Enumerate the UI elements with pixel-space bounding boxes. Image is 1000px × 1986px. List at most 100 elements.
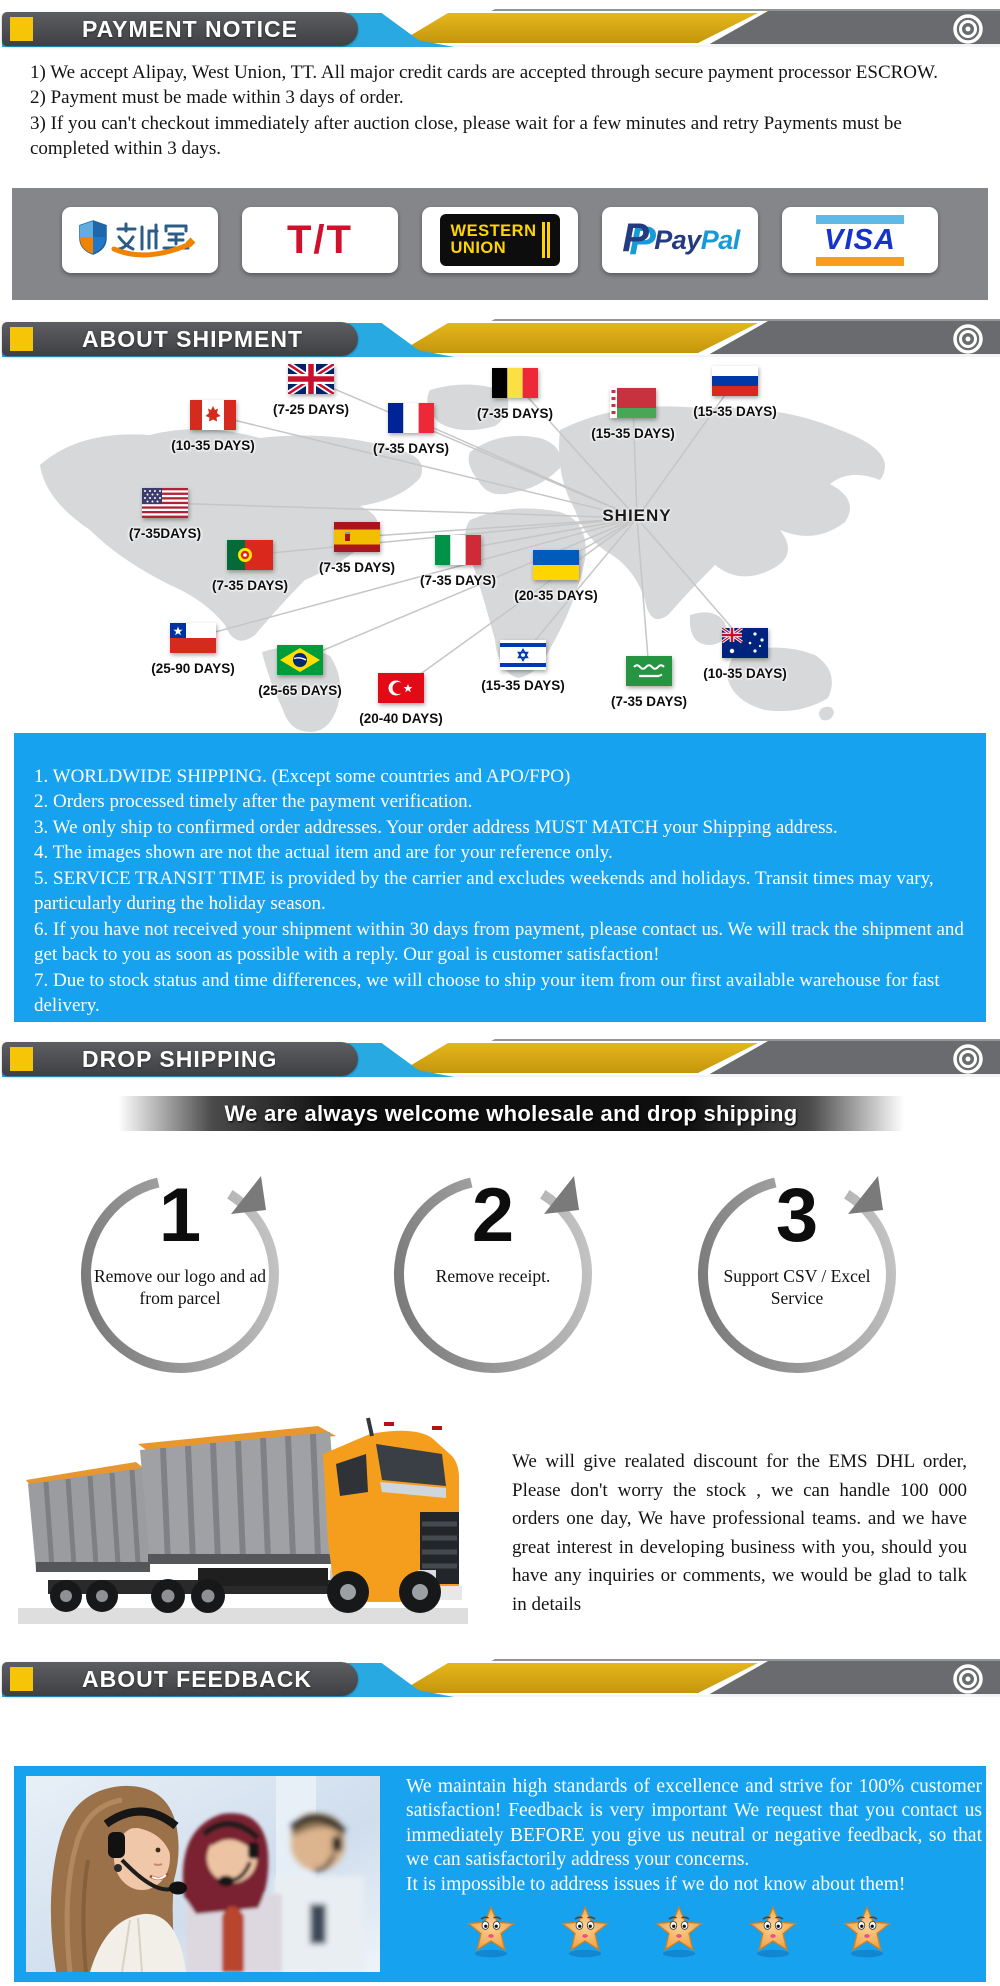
- shipping-days-label: (7-35 DAYS): [211, 578, 289, 593]
- visa-card: VISA: [782, 207, 938, 273]
- western-union-card: WESTERN UNION: [422, 207, 578, 273]
- destination-france: (7-35 DAYS): [355, 403, 467, 456]
- western-union-bars-icon: [541, 222, 550, 258]
- yellow-square-icon: [10, 327, 33, 351]
- about-feedback-header: ABOUT FEEDBACK: [0, 1654, 1000, 1702]
- flag-canada-icon: [190, 400, 236, 430]
- payment-note-line: 3) If you can't checkout immediately aft…: [30, 112, 902, 159]
- yellow-square-icon: [10, 1047, 33, 1071]
- western-union-logo: WESTERN UNION: [440, 214, 560, 266]
- feedback-box: We maintain high standards of excellence…: [14, 1766, 986, 1982]
- western-union-word2: UNION: [450, 239, 507, 257]
- circle-arrow-icon: [394, 1175, 592, 1373]
- yellow-square-icon: [10, 17, 33, 41]
- feedback-text: We maintain high standards of excellence…: [406, 1775, 982, 1897]
- flag-russia-icon: [712, 366, 758, 396]
- tt-card: T/T: [242, 207, 398, 273]
- section-title: ABOUT FEEDBACK: [82, 1666, 312, 1692]
- shipping-days-label: (20-35 DAYS): [514, 588, 598, 603]
- paypal-logo: P P PayPal: [620, 216, 740, 263]
- payment-methods-band: T/T WESTERN UNION P P PayPal: [12, 188, 988, 300]
- step-caption: Remove receipt.: [435, 1266, 551, 1286]
- step-number: 2: [471, 1173, 515, 1258]
- destination-belarus: (15-35 DAYS): [577, 388, 689, 441]
- shipping-days-label: (7-35 DAYS): [419, 573, 497, 588]
- shipping-lines: [164, 378, 746, 689]
- flag-france-icon: [388, 403, 434, 433]
- shipping-days-label: (7-35 DAYS): [610, 694, 688, 709]
- shipping-days-label: (15-35 DAYS): [591, 426, 675, 441]
- flag-ukraine-icon: [533, 550, 579, 580]
- policy-item: 6. If you have not received your shipmen…: [34, 918, 964, 966]
- policy-item: 2. Orders processed timely after the pay…: [34, 791, 473, 813]
- destination-saudi-arabia: (7-35 DAYS): [593, 656, 705, 709]
- flag-israel-icon: [500, 640, 546, 670]
- destination-brazil: (25-65 DAYS): [244, 645, 356, 698]
- step-caption: Remove our logo and ad from parcel: [93, 1266, 267, 1308]
- shipping-days-label: (7-25 DAYS): [272, 402, 350, 417]
- shipping-map: SHIENY (10-35 DAYS) (7-25 DAYS): [0, 360, 1000, 732]
- step-1: 1 Remove our logo and ad from parcel: [65, 1162, 295, 1380]
- destination-italy: (7-35 DAYS): [402, 535, 514, 588]
- destination-belgium: (7-35 DAYS): [459, 368, 571, 421]
- section-title: ABOUT SHIPMENT: [82, 326, 303, 352]
- customer-service-photo: [26, 1776, 380, 1972]
- policy-item: 5. SERVICE TRANSIT TIME is provided by t…: [34, 867, 934, 915]
- payment-note-line: 2) Payment must be made within 3 days of…: [30, 87, 404, 109]
- star-icon: [654, 1905, 704, 1958]
- section-title: DROP SHIPPING: [82, 1046, 278, 1072]
- policy-item: 7. Due to stock status and time differen…: [34, 969, 940, 1017]
- payment-notes: 1) We accept Alipay, West Union, TT. All…: [30, 60, 978, 161]
- star-icon: [560, 1905, 610, 1958]
- visa-top-bar: [816, 214, 904, 224]
- payment-notice-header: PAYMENT NOTICE: [0, 4, 1000, 52]
- visa-label: VISA: [824, 223, 896, 256]
- step-number: 3: [775, 1173, 819, 1258]
- feedback-last-line: It is impossible to address issues if we…: [406, 1873, 906, 1895]
- shipping-days-label: (7-35 DAYS): [318, 560, 396, 575]
- paypal-word-pay: Pay: [654, 224, 701, 255]
- destination-united-kingdom: (7-25 DAYS): [255, 361, 367, 417]
- gold-ribbon: [398, 13, 758, 43]
- drop-shipping-header: DROP SHIPPING: [0, 1034, 1000, 1082]
- destination-russia: (15-35 DAYS): [679, 366, 791, 419]
- flag-chile-icon: [170, 623, 216, 653]
- paypal-p-icon: P P: [622, 216, 656, 263]
- flag-turkey-icon: [378, 673, 424, 703]
- destination-usa: (7-35DAYS): [109, 488, 221, 541]
- flag-brazil-icon: [277, 645, 323, 675]
- shipping-days-label: (7-35DAYS): [128, 526, 202, 541]
- circle-arrow-icon: [698, 1175, 896, 1373]
- shipping-days-label: (25-90 DAYS): [151, 661, 235, 676]
- destination-spain: (7-35 DAYS): [301, 522, 413, 575]
- destination-portugal: (7-35 DAYS): [194, 540, 306, 593]
- wholesale-banner: We are always welcome wholesale and drop…: [118, 1096, 904, 1131]
- target-icon: [953, 1664, 983, 1694]
- rating-stars: [466, 1904, 892, 1958]
- target-icon: [953, 14, 983, 44]
- shipping-policy-box: 1. WORLDWIDE SHIPPING. (Except some coun…: [14, 733, 986, 1022]
- section-title: PAYMENT NOTICE: [82, 16, 298, 42]
- destination-ukraine: (20-35 DAYS): [500, 550, 612, 603]
- alipay-logo-icon: [79, 220, 196, 258]
- step-caption: Support CSV / Excel Service: [723, 1266, 871, 1308]
- star-icon: [748, 1905, 798, 1958]
- shipping-days-label: (10-35 DAYS): [171, 438, 255, 453]
- flag-usa-icon: [142, 488, 188, 518]
- hub-label: SHIENY: [602, 506, 672, 525]
- shipping-days-label: (15-35 DAYS): [693, 404, 777, 419]
- yellow-square-icon: [10, 1667, 33, 1691]
- target-icon: [953, 1044, 983, 1074]
- flag-italy-icon: [435, 535, 481, 565]
- destination-canada: (10-35 DAYS): [157, 400, 269, 453]
- star-icon: [842, 1905, 892, 1958]
- truck-illustration: [18, 1417, 468, 1624]
- flag-spain-icon: [334, 522, 380, 552]
- destination-israel: (15-35 DAYS): [467, 640, 579, 693]
- shipping-days-label: (7-35 DAYS): [372, 441, 450, 456]
- flag-belgium-icon: [492, 368, 538, 398]
- target-icon: [953, 324, 983, 354]
- flag-australia-icon: [721, 626, 768, 658]
- header-pill: PAYMENT NOTICE: [2, 12, 358, 46]
